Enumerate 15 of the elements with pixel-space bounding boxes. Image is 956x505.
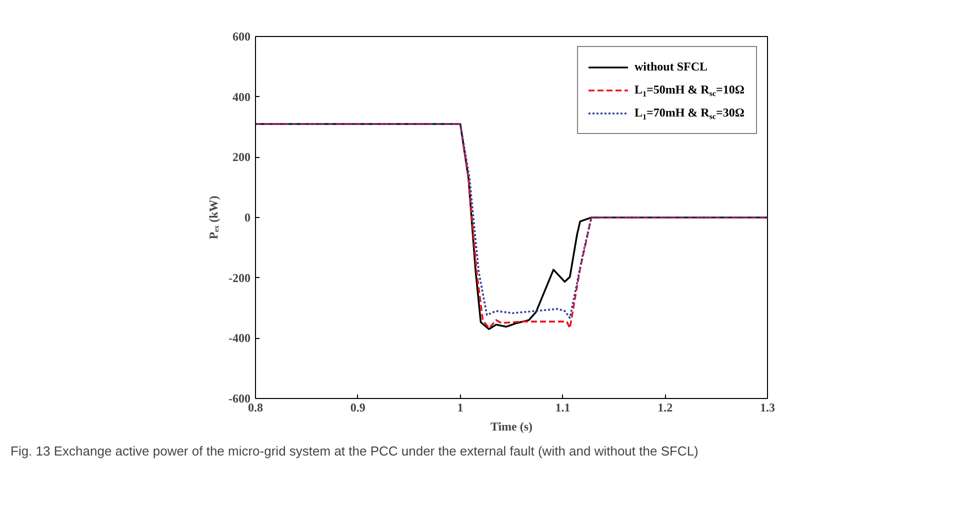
x-tick-label: 1 xyxy=(457,400,464,414)
caption: Fig. 13 Exchange active power of the micro-grid system at the PCC under the external fault (with and without the SFCL) xyxy=(10,444,698,458)
x-tick-label: 1.1 xyxy=(555,400,570,414)
x-tick-label: 1.3 xyxy=(760,400,775,414)
y-tick-label: 600 xyxy=(232,30,250,44)
y-tick-label: -400 xyxy=(228,331,251,346)
y-tick-label: 400 xyxy=(232,90,250,104)
legend-label: without SFCL xyxy=(634,60,708,74)
y-tick-label: 200 xyxy=(232,150,250,164)
y-axis-title: Pₑₓ (kW) xyxy=(206,196,221,240)
x-tick-label: 1.2 xyxy=(658,400,673,414)
y-tick-label: 0 xyxy=(244,210,250,224)
x-axis-title: Time (s) xyxy=(490,420,533,434)
x-tick-label: 0.9 xyxy=(350,400,366,414)
y-tick-label: -200 xyxy=(228,270,251,285)
